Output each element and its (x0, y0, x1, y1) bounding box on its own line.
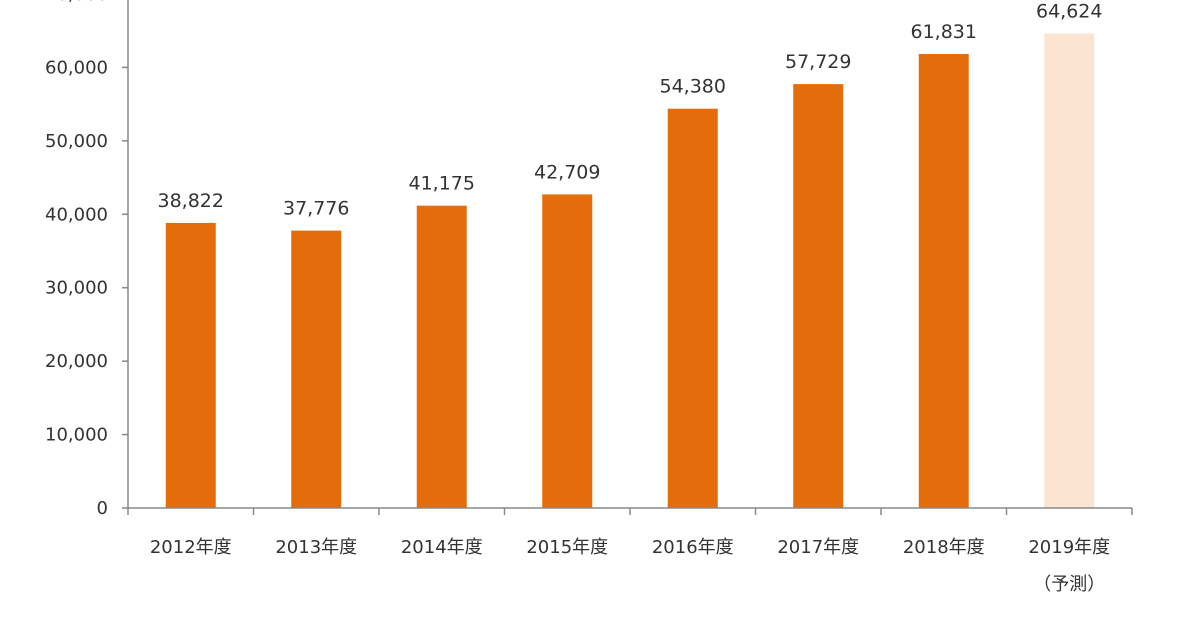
data-label: 42,709 (534, 161, 600, 183)
data-labels: 38,822 37,776 41,175 42,709 54,380 57,729 61,8… (158, 0, 1103, 219)
bar-2017年度 (793, 84, 844, 509)
y-tick-label: 0 (97, 498, 108, 519)
y-tick-label: 40,000 (45, 204, 108, 225)
category-label: 2019年度 (1028, 537, 1110, 558)
bar-2016年度 (667, 108, 718, 508)
category-label: 2015年度 (526, 537, 608, 558)
category-note: （予測） (1033, 574, 1105, 595)
data-label: 64,624 (1036, 0, 1102, 22)
category-label: 2012年度 (150, 537, 232, 558)
bar-2013年度 (291, 230, 342, 509)
y-tick-label: 60,000 (45, 57, 108, 78)
bars (165, 33, 1095, 509)
bar-2019年度 (1044, 33, 1095, 509)
category-label: 2018年度 (903, 537, 985, 558)
y-tick-label: 30,000 (45, 278, 108, 299)
data-label: 61,831 (911, 21, 977, 43)
data-label: 57,729 (785, 51, 851, 73)
category-label: 2016年度 (652, 537, 734, 558)
y-tick-label: 50,000 (45, 131, 108, 152)
data-label: 54,380 (660, 76, 726, 98)
y-tick-label: 70,000 (45, 0, 108, 5)
category-label: 2017年度 (777, 537, 859, 558)
bar-2018年度 (918, 53, 969, 509)
bar-2015年度 (542, 194, 593, 508)
category-labels: 2012年度 2013年度 2014年度 2015年度 2016年度 2017年度 2018… (150, 537, 1110, 595)
category-label: 2013年度 (275, 537, 357, 558)
bar-2014年度 (416, 205, 467, 509)
x-axis-ticks (127, 508, 1133, 515)
y-tick-label: 10,000 (45, 425, 108, 446)
data-label: 38,822 (158, 190, 224, 212)
y-axis-ticks: 0 10,000 20,000 30,000 40,000 50,000 60,000 70,… (45, 0, 128, 519)
y-tick-label: 20,000 (45, 351, 108, 372)
data-label: 41,175 (409, 173, 475, 195)
data-label: 37,776 (283, 198, 349, 220)
bar-2012年度 (165, 222, 216, 508)
category-label: 2014年度 (401, 537, 483, 558)
